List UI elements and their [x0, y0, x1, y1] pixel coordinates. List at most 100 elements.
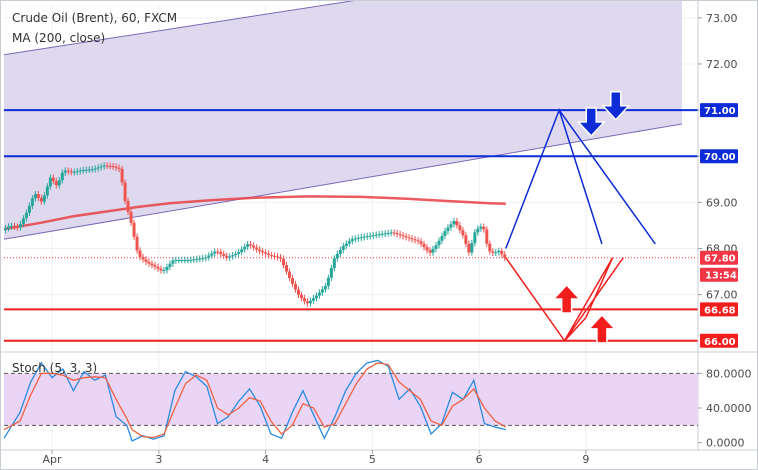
blue-down-arrow-icon	[576, 107, 606, 138]
candle-body	[341, 246, 345, 250]
candle-body	[500, 250, 504, 255]
resistance-price-tag-bg	[700, 103, 738, 118]
stoch-indicator-label: Stoch (5, 3, 3)	[12, 361, 97, 375]
stoch-d-line	[3, 362, 507, 439]
support-price-tag-bg	[700, 333, 738, 348]
candle-body	[455, 221, 459, 226]
candle-body	[279, 257, 283, 259]
candle-body	[69, 171, 73, 173]
price-tick-label: 69.00	[706, 196, 738, 209]
candle-body	[386, 232, 390, 234]
candle-body	[302, 298, 306, 302]
candle-body	[66, 170, 70, 172]
candle-body	[365, 236, 369, 238]
candle-body	[39, 197, 43, 202]
candle-body	[503, 254, 507, 258]
candle-body	[296, 289, 300, 295]
candle-body	[452, 221, 456, 225]
candle-body	[246, 244, 250, 247]
resistance-price-tag: 70.00	[704, 152, 736, 163]
candle-body	[317, 292, 321, 296]
candle-body	[159, 268, 163, 271]
time-tick-label: 5	[369, 453, 376, 466]
stoch-k-line	[3, 359, 506, 442]
candle-body	[377, 234, 381, 236]
candle-body	[356, 237, 360, 239]
candle-body	[389, 232, 393, 234]
candle-body	[293, 283, 297, 290]
candle-body	[162, 270, 166, 272]
candle-body	[323, 286, 327, 290]
candle-body	[102, 165, 106, 167]
candle-body	[311, 298, 315, 301]
current-price-tag-bg	[700, 250, 738, 265]
candle-body	[380, 233, 384, 235]
time-tick-label: 9	[582, 453, 589, 466]
candle-body	[237, 252, 241, 254]
price-pane: 67.0068.0069.0070.0071.0072.0073.0071.00…	[0, 0, 758, 451]
candle-body	[258, 249, 262, 252]
forecast-down-line	[558, 109, 656, 245]
candle-body	[141, 256, 145, 260]
time-tick-label: Apr	[43, 453, 63, 466]
candle-body	[51, 177, 55, 181]
candle-body	[87, 169, 91, 171]
candle-body	[267, 253, 271, 256]
candle-body	[90, 169, 94, 171]
candle-body	[338, 249, 342, 254]
candle-body	[186, 260, 190, 262]
candle-body	[177, 260, 181, 262]
candle-body	[234, 253, 238, 256]
candle-body	[332, 258, 336, 269]
candle-body	[204, 257, 208, 259]
trend-channel-fill	[4, 0, 682, 240]
candle-body	[18, 224, 22, 228]
support-price-tag-bg	[700, 302, 738, 317]
candle-body	[81, 170, 85, 172]
candle-body	[464, 235, 468, 244]
candle-body	[144, 259, 148, 262]
candle-body	[75, 171, 79, 173]
candle-body	[479, 226, 483, 229]
candle-body	[225, 255, 229, 258]
candle-body	[240, 249, 244, 253]
stoch-tick-label: 40.0000	[706, 402, 752, 415]
candle-body	[27, 205, 31, 213]
candle-body	[422, 243, 426, 248]
candle-body	[183, 260, 187, 262]
candle-body	[195, 258, 199, 260]
candle-body	[326, 277, 330, 287]
countdown-tag-bg	[700, 267, 738, 282]
candle-body	[308, 300, 312, 304]
candle-body	[84, 169, 88, 171]
candle-body	[273, 255, 277, 257]
time-axis: Apr 3 4 5 6 9	[43, 450, 589, 466]
candle-body	[243, 246, 247, 250]
channel-upper-line	[3, 0, 361, 56]
candle-body	[231, 255, 235, 257]
candle-body	[210, 253, 214, 256]
candle-body	[153, 265, 157, 267]
candle-body	[350, 239, 354, 242]
candle-body	[353, 238, 357, 240]
candle-body	[252, 245, 256, 248]
candle-body	[48, 177, 52, 187]
support-price-tag: 66.68	[704, 305, 736, 316]
candle-body	[392, 232, 396, 234]
candle-body	[120, 168, 124, 183]
candle-body	[111, 166, 115, 168]
candle-body	[21, 218, 25, 225]
candle-body	[335, 253, 339, 259]
candle-body	[491, 251, 495, 253]
candle-body	[57, 180, 61, 186]
candle-body	[425, 247, 429, 251]
candle-body	[108, 165, 112, 167]
candle-body	[482, 226, 486, 230]
candle-body	[368, 235, 372, 237]
candle-body	[135, 236, 139, 251]
candle-body	[96, 167, 100, 169]
candle-body	[410, 238, 414, 240]
candle-body	[407, 237, 411, 239]
candle-body	[374, 234, 378, 236]
